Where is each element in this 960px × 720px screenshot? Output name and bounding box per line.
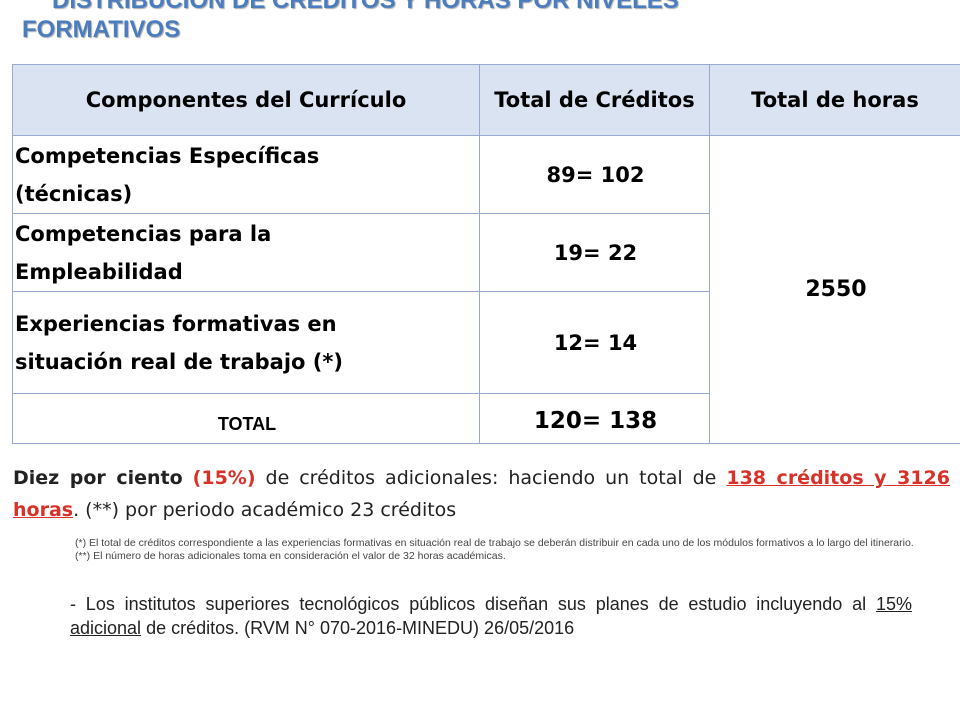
component-line: (técnicas)	[15, 181, 133, 206]
note-percent: (15%)	[192, 467, 256, 489]
table-header-row: Componentes del Currículo Total de Crédi…	[12, 64, 960, 136]
component-line: Empleabilidad	[15, 259, 183, 284]
curriculum-table: Componentes del Currículo Total de Crédi…	[12, 64, 960, 444]
component-cell: Competencias Específicas (técnicas)	[12, 135, 480, 214]
component-line: Competencias Específicas	[15, 143, 320, 168]
total-label: TOTAL	[12, 393, 480, 444]
table-row: Experiencias formativas en situación rea…	[12, 291, 960, 394]
law-underlined: 15% adicional	[70, 594, 912, 638]
total-hours-cell: 2550	[709, 135, 960, 444]
header-componentes: Componentes del Currículo	[12, 64, 480, 136]
slide-title-line2: FORMATIVOS	[22, 16, 181, 43]
component-cell: Competencias para la Empleabilidad	[12, 213, 480, 292]
regulation-note: - Los institutos superiores tecnológicos…	[70, 592, 912, 640]
note-tail: . (**) por periodo académico 23 créditos	[73, 499, 457, 521]
footnote-two: (**) El número de horas adicionales toma…	[75, 550, 506, 562]
table-total-row: TOTAL 120= 138	[12, 393, 960, 444]
footnotes: (*) El total de créditos correspondiente…	[75, 537, 925, 563]
note-lead: Diez por ciento	[13, 467, 183, 489]
header-creditos: Total de Créditos	[479, 64, 710, 136]
slide-title-line1: DISTRIBUCIÓN DE CRÉDITOS Y HORAS POR NIV…	[52, 0, 679, 14]
credits-cell: 19= 22	[479, 213, 710, 292]
law-post: de créditos. (RVM N° 070-2016-MINEDU) 26…	[146, 618, 575, 638]
note-mid: de créditos adicionales: haciendo un tot…	[265, 467, 717, 489]
note-highlight: 138 créditos y 3126 horas	[13, 467, 950, 521]
footnote-one: (*) El total de créditos correspondiente…	[75, 537, 914, 549]
component-cell: Experiencias formativas en situación rea…	[12, 291, 480, 394]
law-pre: - Los institutos superiores tecnológicos…	[70, 594, 867, 614]
additional-credits-note: Diez por ciento (15%) de créditos adicio…	[13, 462, 950, 526]
slide-title: DISTRIBUCIÓN DE CRÉDITOS Y HORAS POR NIV…	[22, 0, 952, 44]
header-horas: Total de horas	[709, 64, 960, 136]
component-line: Experiencias formativas en	[15, 311, 337, 336]
credits-cell: 89= 102	[479, 135, 710, 214]
credits-cell: 12= 14	[479, 291, 710, 394]
component-line: Competencias para la	[15, 221, 272, 246]
table-row: Competencias Específicas (técnicas) 89= …	[12, 135, 960, 444]
component-line: situación real de trabajo (*)	[15, 349, 343, 374]
total-credits-cell: 120= 138	[479, 393, 710, 444]
